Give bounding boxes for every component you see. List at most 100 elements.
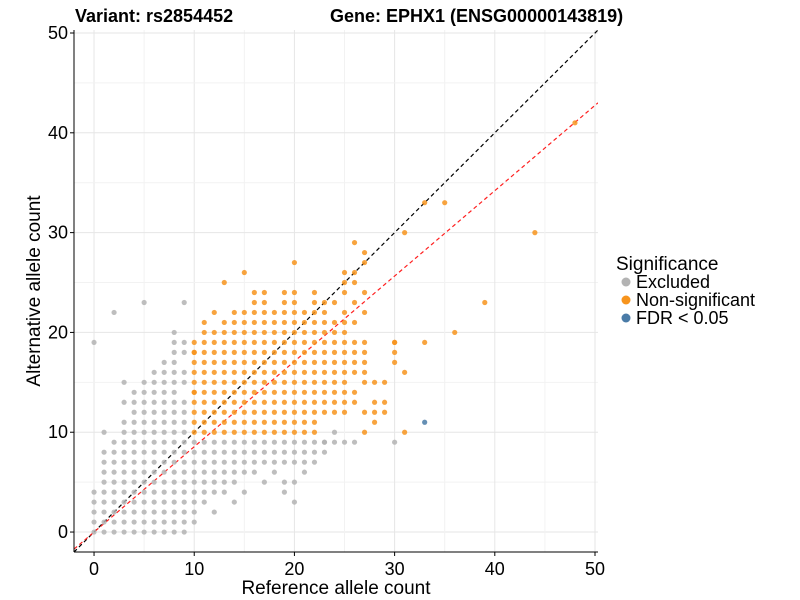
data-point: [261, 379, 267, 385]
data-point: [351, 359, 358, 365]
data-point: [351, 269, 358, 276]
data-point: [151, 479, 157, 485]
data-point: [141, 299, 147, 306]
data-point: [171, 349, 177, 355]
data-point: [331, 409, 338, 415]
series-fdr-0-05: [422, 419, 428, 425]
data-point: [271, 389, 277, 395]
data-point: [341, 399, 348, 405]
data-point: [131, 489, 137, 495]
data-point: [191, 339, 197, 346]
data-point: [241, 419, 247, 425]
data-point: [201, 399, 207, 405]
data-point: [111, 309, 117, 316]
data-point: [241, 309, 247, 316]
data-point: [371, 399, 378, 405]
data-point: [101, 489, 107, 495]
data-point: [251, 299, 257, 306]
data-point: [231, 449, 237, 455]
data-point: [371, 419, 378, 425]
data-point: [201, 419, 207, 425]
data-point: [161, 529, 167, 535]
data-point: [261, 309, 267, 316]
data-point: [361, 339, 368, 346]
data-point: [291, 369, 298, 375]
data-point: [291, 439, 298, 445]
data-point: [392, 359, 398, 365]
data-point: [251, 469, 257, 475]
data-point: [141, 489, 147, 495]
data-point: [111, 469, 117, 475]
data-point: [321, 409, 328, 415]
data-point: [331, 379, 338, 385]
data-point: [131, 509, 137, 515]
x-tick-label: 50: [585, 559, 605, 579]
data-point: [121, 459, 127, 465]
data-point: [321, 349, 328, 355]
data-point: [171, 469, 177, 475]
data-point: [151, 459, 157, 465]
data-point: [111, 459, 117, 465]
data-point: [422, 339, 428, 346]
data-point: [321, 439, 328, 445]
data-point: [572, 120, 578, 126]
data-point: [351, 389, 358, 395]
data-point: [231, 379, 237, 385]
data-point: [191, 469, 197, 475]
data-point: [231, 389, 237, 395]
data-point: [321, 389, 328, 395]
data-point: [351, 399, 358, 405]
data-point: [241, 339, 247, 346]
data-point: [301, 349, 308, 355]
data-point: [141, 389, 147, 395]
data-point: [221, 439, 227, 445]
data-point: [251, 409, 257, 415]
data-point: [171, 479, 177, 485]
data-point: [251, 429, 257, 435]
data-point: [241, 359, 247, 365]
data-point: [221, 339, 227, 346]
data-point: [151, 439, 157, 445]
y-tick-label: 30: [48, 223, 68, 243]
data-point: [171, 359, 177, 365]
data-point: [181, 349, 187, 355]
data-point: [131, 519, 137, 525]
data-point: [261, 369, 267, 375]
data-point: [141, 529, 147, 535]
data-point: [211, 459, 217, 465]
data-point: [111, 489, 117, 495]
data-point: [301, 329, 308, 336]
data-point: [211, 509, 217, 515]
data-point: [181, 529, 187, 535]
data-point: [91, 499, 97, 505]
data-point: [121, 499, 127, 505]
data-point: [231, 419, 237, 425]
data-point: [281, 329, 288, 336]
data-point: [261, 299, 267, 306]
data-point: [141, 419, 147, 425]
data-point: [281, 309, 288, 316]
data-point: [271, 359, 277, 365]
data-point: [311, 289, 318, 296]
data-point: [291, 319, 298, 326]
data-point: [211, 479, 217, 485]
data-point: [121, 379, 127, 385]
data-point: [341, 309, 348, 316]
data-point: [271, 329, 277, 336]
data-point: [201, 349, 207, 355]
data-point: [101, 469, 107, 475]
data-point: [181, 369, 187, 375]
data-point: [201, 339, 207, 346]
data-point: [241, 429, 247, 435]
data-point: [291, 339, 298, 346]
x-tick-label: 40: [485, 559, 505, 579]
data-point: [281, 399, 288, 405]
data-point: [381, 399, 388, 405]
data-point: [261, 359, 267, 365]
data-point: [251, 389, 257, 395]
data-point: [231, 329, 237, 336]
data-point: [351, 279, 358, 286]
data-point: [402, 369, 408, 375]
data-point: [281, 409, 288, 415]
data-point: [141, 509, 147, 515]
